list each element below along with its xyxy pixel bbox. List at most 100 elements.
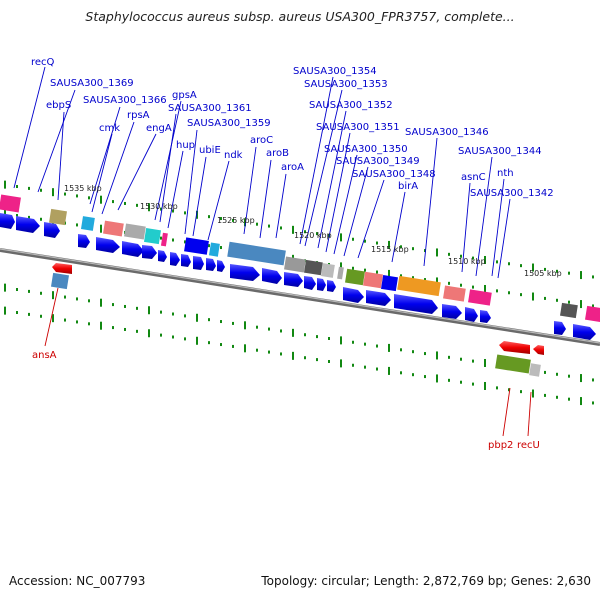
tick-mark [412,247,414,251]
tick-mark [184,240,186,244]
tick-mark [340,359,342,368]
gene-label: SAUSA300_1342 [470,188,554,199]
gene-label: recQ [31,57,55,68]
gene-label: SAUSA300_1369 [50,78,134,89]
leader-line [243,146,257,235]
feature-block [103,220,124,237]
leader-line [192,156,207,237]
tick-mark [484,358,486,367]
genome-backbone [0,248,600,346]
tick-mark [592,275,594,279]
gene-label: SAUSA300_1349 [336,156,420,167]
cds-arrow [343,287,364,303]
tick-mark [52,188,54,197]
gene-label: SAUSA300_1361 [168,103,252,114]
leader-line [91,133,113,213]
tick-mark [496,289,498,293]
feature-block [49,208,67,226]
feature-block [304,259,323,276]
gene-label: aroB [266,148,289,159]
tick-mark [256,325,258,329]
leader-line [299,76,334,245]
leader-line [491,178,505,277]
leader-line [357,179,385,259]
tick-mark [112,200,114,204]
tick-mark [196,313,198,322]
feature-block [560,302,578,319]
tick-mark [40,188,42,192]
tick-mark [532,263,534,272]
tick-mark [244,218,246,227]
tick-mark [376,241,378,245]
tick-mark [400,348,402,352]
tick-mark [292,225,294,234]
tick-mark [556,298,558,302]
gene-label: ndk [224,150,243,161]
tick-mark [160,236,162,240]
tick-mark [580,374,582,383]
leader-line [527,391,532,437]
tick-mark [220,246,222,250]
tick-mark [544,267,546,271]
feature-block [51,272,69,290]
leader-line [184,129,198,235]
cds-arrow [52,263,72,274]
tick-mark [16,288,18,292]
tick-mark [52,314,54,323]
tick-mark [508,388,510,392]
tick-mark [352,237,354,241]
tick-mark [280,226,282,230]
tick-mark [124,327,126,331]
gene-label: birA [398,181,418,192]
gene-label: ebpS [46,100,71,111]
tick-mark [16,185,18,189]
tick-mark [568,374,570,378]
tick-mark [232,321,234,325]
tick-mark [364,239,366,243]
feature-block [284,256,306,273]
tick-mark [364,342,366,346]
tick-mark [364,365,366,369]
tick-mark [568,300,570,304]
feature-block [529,363,541,377]
leader-line [475,156,493,277]
tick-mark [544,296,546,300]
feature-block [495,354,531,374]
tick-mark [484,381,486,390]
tick-mark [208,318,210,322]
tick-mark [484,255,486,264]
tick-mark [244,344,246,353]
tick-mark [4,283,6,292]
leader-line [167,150,184,229]
tick-mark [556,372,558,376]
tick-mark [472,256,474,260]
tick-mark [520,264,522,268]
scale-labels: 1535 kbp 1530 kbp 1525 kbp 1520 kbp 1515… [64,184,562,278]
tick-mark [424,352,426,356]
cds-arrow [554,321,566,335]
gene-label: nth [497,168,514,179]
tick-mark [436,248,438,257]
tick-mark [376,270,378,274]
gene-label: hup [176,140,195,151]
cds-arrow [317,278,326,291]
tick-mark [424,278,426,282]
gene-label: ansA [32,350,57,361]
tick-mark [172,209,174,213]
tick-mark [64,295,66,299]
tick-mark [472,285,474,289]
tick-mark [592,378,594,382]
leader-line [44,287,59,347]
tick-mark [316,232,318,236]
tick-mark [88,196,90,200]
map-title: Staphylococcus aureus subsp. aureus USA3… [85,9,515,24]
tick-mark [436,277,438,286]
tick-mark [304,333,306,337]
gene-label: aroA [281,162,304,173]
tick-mark [268,224,270,228]
cds-arrow [284,272,303,287]
tick-mark [208,341,210,345]
gene-label: cmk [99,123,120,134]
